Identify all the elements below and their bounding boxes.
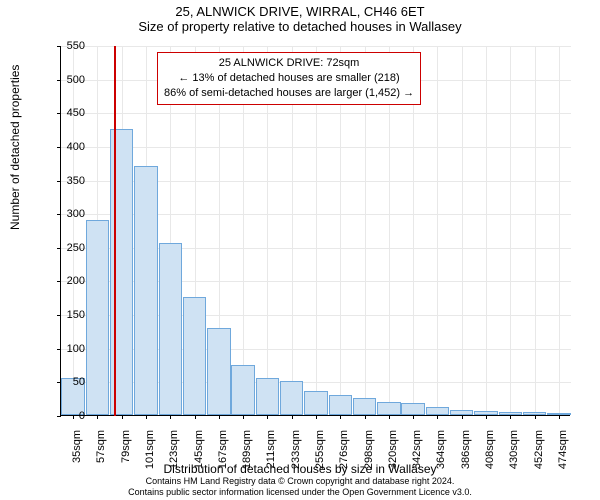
xtick-mark	[413, 415, 414, 419]
histogram-bar	[256, 378, 279, 415]
chart-area: 35sqm57sqm79sqm101sqm123sqm145sqm167sqm1…	[60, 46, 570, 416]
annotation-line: 86% of semi-detached houses are larger (…	[164, 86, 414, 101]
histogram-bar	[426, 407, 449, 415]
ytick-label: 200	[45, 275, 85, 287]
chart-title-main: 25, ALNWICK DRIVE, WIRRAL, CH46 6ET	[0, 0, 600, 19]
xtick-mark	[97, 415, 98, 419]
xtick-mark	[170, 415, 171, 419]
ytick-label: 250	[45, 242, 85, 254]
gridline-v	[486, 46, 487, 416]
histogram-bar	[86, 220, 109, 415]
ytick-label: 300	[45, 208, 85, 220]
xtick-mark	[510, 415, 511, 419]
annotation-line: ← 13% of detached houses are smaller (21…	[164, 71, 414, 86]
histogram-bar	[304, 391, 327, 415]
ytick-label: 550	[45, 40, 85, 52]
histogram-bar	[401, 403, 424, 415]
histogram-bar	[523, 412, 546, 415]
ytick-label: 0	[45, 410, 85, 422]
histogram-bar	[183, 297, 206, 415]
ytick-label: 150	[45, 309, 85, 321]
histogram-bar	[159, 243, 182, 415]
xtick-mark	[243, 415, 244, 419]
histogram-bar	[207, 328, 230, 415]
ytick-label: 450	[45, 107, 85, 119]
xtick-mark	[486, 415, 487, 419]
xtick-mark	[535, 415, 536, 419]
attribution-text: Contains HM Land Registry data © Crown c…	[0, 476, 600, 498]
ytick-label: 50	[45, 376, 85, 388]
y-axis-label: Number of detached properties	[8, 65, 22, 230]
histogram-bar	[231, 365, 254, 415]
histogram-bar	[329, 395, 352, 415]
gridline-v	[462, 46, 463, 416]
histogram-bar	[450, 410, 473, 415]
xtick-mark	[316, 415, 317, 419]
xtick-mark	[389, 415, 390, 419]
xtick-mark	[292, 415, 293, 419]
property-marker-line	[114, 46, 116, 416]
xtick-mark	[146, 415, 147, 419]
histogram-bar	[547, 413, 570, 415]
attribution-line2: Contains public sector information licen…	[128, 487, 472, 497]
ytick-label: 500	[45, 74, 85, 86]
x-axis-label: Distribution of detached houses by size …	[0, 462, 600, 476]
xtick-mark	[437, 415, 438, 419]
histogram-bar	[474, 411, 497, 415]
attribution-line1: Contains HM Land Registry data © Crown c…	[146, 476, 455, 486]
xtick-mark	[122, 415, 123, 419]
chart-title-sub: Size of property relative to detached ho…	[0, 19, 600, 36]
gridline-v	[559, 46, 560, 416]
xtick-mark	[195, 415, 196, 419]
ytick-label: 400	[45, 141, 85, 153]
histogram-bar	[134, 166, 157, 415]
gridline-v	[437, 46, 438, 416]
gridline-v	[73, 46, 74, 416]
xtick-mark	[365, 415, 366, 419]
xtick-mark	[267, 415, 268, 419]
histogram-bar	[280, 381, 303, 415]
xtick-mark	[219, 415, 220, 419]
xtick-mark	[462, 415, 463, 419]
gridline-v	[510, 46, 511, 416]
xtick-mark	[559, 415, 560, 419]
gridline-v	[535, 46, 536, 416]
histogram-bar	[353, 398, 376, 415]
ytick-label: 100	[45, 343, 85, 355]
plot-region: 35sqm57sqm79sqm101sqm123sqm145sqm167sqm1…	[60, 46, 570, 416]
annotation-box: 25 ALNWICK DRIVE: 72sqm← 13% of detached…	[157, 52, 421, 105]
xtick-mark	[340, 415, 341, 419]
ytick-label: 350	[45, 175, 85, 187]
annotation-line: 25 ALNWICK DRIVE: 72sqm	[164, 56, 414, 71]
histogram-bar	[377, 402, 400, 415]
histogram-bar	[499, 412, 522, 415]
